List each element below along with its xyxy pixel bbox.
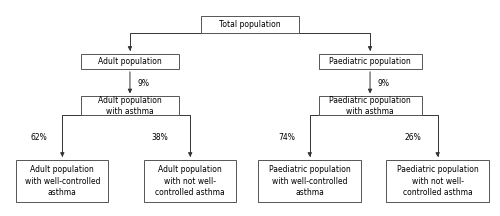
Text: Adult population
with asthma: Adult population with asthma xyxy=(98,96,162,116)
FancyBboxPatch shape xyxy=(16,160,108,202)
FancyBboxPatch shape xyxy=(318,54,422,69)
Text: 38%: 38% xyxy=(151,133,168,142)
Text: Paediatric population
with asthma: Paediatric population with asthma xyxy=(329,96,411,116)
Text: Paediatric population
with well-controlled
asthma: Paediatric population with well-controll… xyxy=(269,165,350,197)
Text: Adult population
with well-controlled
asthma: Adult population with well-controlled as… xyxy=(24,165,100,197)
FancyBboxPatch shape xyxy=(201,16,299,33)
FancyBboxPatch shape xyxy=(318,96,422,115)
Text: 26%: 26% xyxy=(404,133,421,142)
Text: 9%: 9% xyxy=(378,79,390,87)
Text: Adult population
with not well-
controlled asthma: Adult population with not well- controll… xyxy=(156,165,225,197)
Text: Adult population: Adult population xyxy=(98,57,162,66)
FancyBboxPatch shape xyxy=(81,96,179,115)
FancyBboxPatch shape xyxy=(144,160,236,202)
FancyBboxPatch shape xyxy=(258,160,361,202)
Text: 74%: 74% xyxy=(278,133,295,142)
Text: Paediatric population: Paediatric population xyxy=(329,57,411,66)
FancyBboxPatch shape xyxy=(81,54,179,69)
Text: Paediatric population
with not well-
controlled asthma: Paediatric population with not well- con… xyxy=(397,165,478,197)
Text: 62%: 62% xyxy=(31,133,48,142)
Text: Total population: Total population xyxy=(219,20,281,29)
FancyBboxPatch shape xyxy=(386,160,489,202)
Text: 9%: 9% xyxy=(138,79,149,87)
